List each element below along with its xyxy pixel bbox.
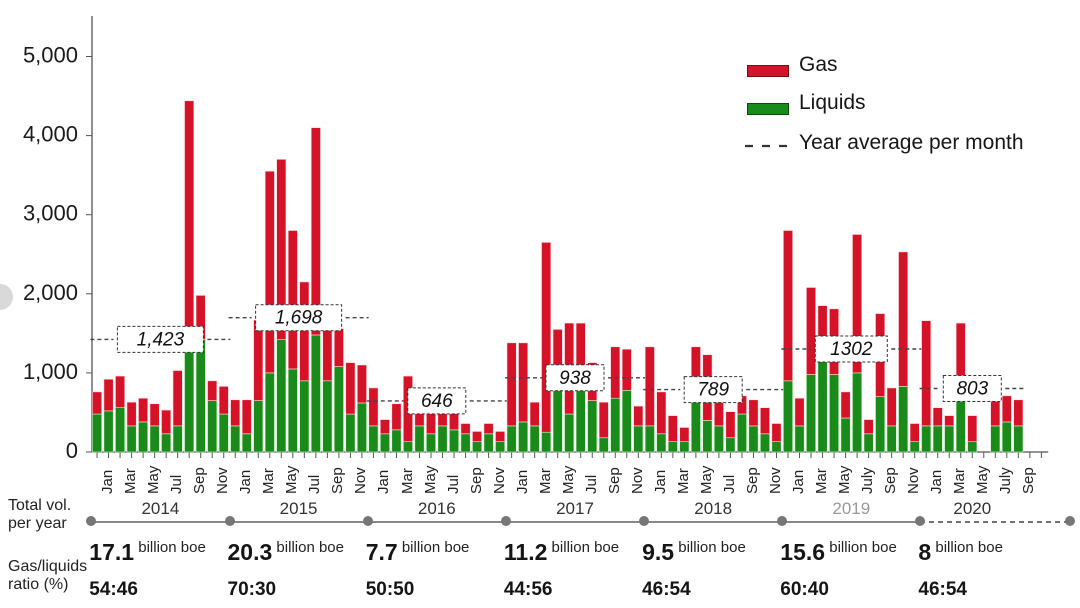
svg-text:3,000: 3,000 xyxy=(23,201,78,226)
svg-text:789: 789 xyxy=(697,380,729,401)
svg-text:1,423: 1,423 xyxy=(137,329,185,350)
svg-text:0: 0 xyxy=(66,438,78,463)
svg-text:1302: 1302 xyxy=(830,339,873,360)
svg-text:1,000: 1,000 xyxy=(23,359,78,384)
svg-text:5,000: 5,000 xyxy=(23,43,78,68)
svg-text:938: 938 xyxy=(559,368,591,389)
svg-text:1,698: 1,698 xyxy=(275,308,323,329)
svg-text:646: 646 xyxy=(421,391,453,412)
svg-text:803: 803 xyxy=(956,379,988,400)
svg-text:4,000: 4,000 xyxy=(23,122,78,147)
svg-text:2,000: 2,000 xyxy=(23,280,78,305)
